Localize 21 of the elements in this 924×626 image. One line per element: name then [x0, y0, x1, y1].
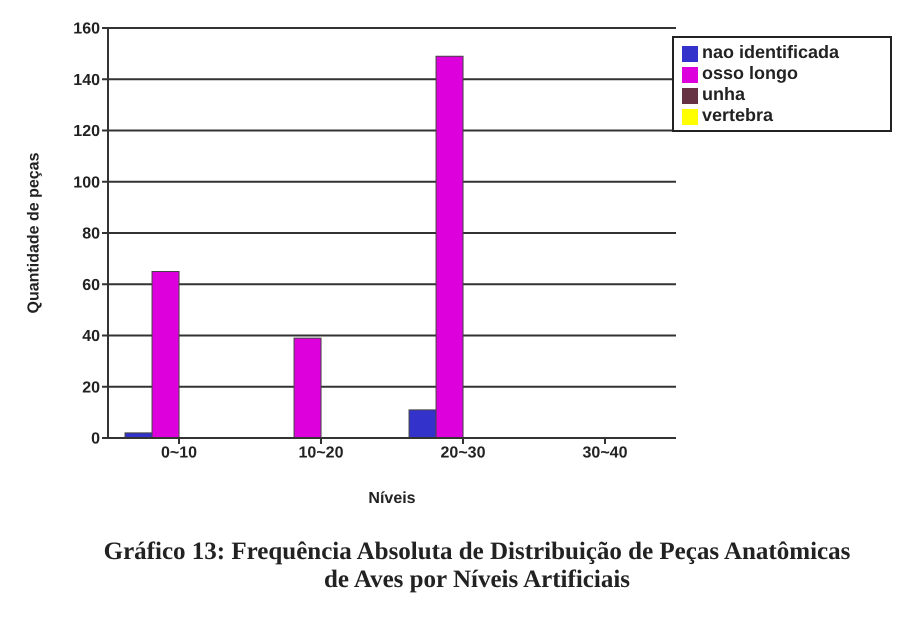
legend-label: unha [702, 84, 745, 104]
y-tick-label: 0 [91, 430, 100, 448]
x-tick-label: 20~30 [440, 444, 486, 462]
x-tick-label: 10~20 [298, 444, 344, 462]
y-tick-label: 100 [73, 174, 100, 192]
y-tick-label: 80 [82, 226, 100, 243]
y-tick-label: 160 [73, 20, 100, 38]
legend-label: vertebra [702, 105, 774, 125]
y-tick-label: 120 [73, 123, 100, 140]
y-tick-label: 60 [82, 276, 100, 294]
x-axis-title: Níveis [368, 490, 416, 507]
x-tick-label: 0~10 [160, 444, 198, 462]
x-tick-label: 30~40 [582, 444, 628, 462]
y-tick-label: 40 [82, 328, 100, 346]
text: Gráfico 13: Frequência Absoluta de Distribuição de Peças Anatômicas de Aves por Níveis Artificiais [102, 538, 852, 594]
y-tick-label: 20 [82, 379, 100, 396]
y-tick-label: 140 [73, 72, 100, 89]
bar [294, 338, 322, 438]
legend-label: nao identificada [702, 42, 840, 62]
legend-label: osso longo [702, 63, 798, 83]
y-axis-title: Quantidade de peças [26, 152, 43, 314]
